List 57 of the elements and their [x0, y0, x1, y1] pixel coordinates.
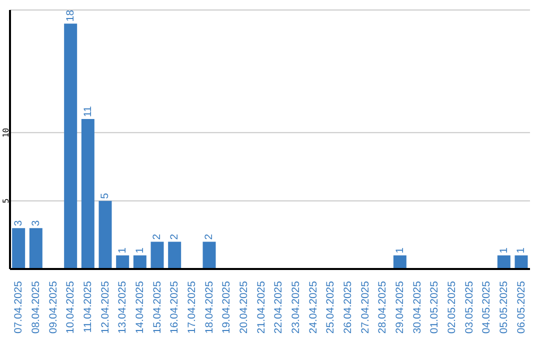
x-tick-label: 09.04.2025: [47, 280, 60, 334]
data-label: 5: [99, 192, 112, 199]
bar: [393, 255, 406, 269]
data-label: 1: [394, 247, 406, 254]
x-tick-label: 01.05.2025: [428, 280, 441, 334]
bar: [64, 24, 78, 269]
data-label: 3: [12, 220, 25, 226]
x-tick-label: 19.04.2025: [220, 280, 233, 334]
data-label: 3: [30, 220, 42, 226]
x-tick-label: 22.04.2025: [272, 280, 285, 334]
data-label: 1: [515, 247, 528, 254]
x-tick-label: 07.04.2025: [12, 280, 25, 334]
x-tick-label: 11.04.2025: [82, 280, 94, 333]
bar: [168, 242, 182, 269]
data-label: 2: [168, 234, 181, 240]
x-tick-label: 25.04.2025: [324, 280, 337, 334]
x-tick-label: 30.04.2025: [411, 280, 424, 334]
data-label: 1: [498, 247, 510, 254]
bar: [116, 255, 130, 269]
data-label: 18: [64, 10, 77, 22]
data-label: 2: [203, 234, 216, 240]
x-tick-label: 13.04.2025: [116, 280, 129, 334]
x-tick-label: 24.04.2025: [307, 280, 320, 334]
x-tick-label: 21.04.2025: [255, 280, 268, 334]
x-tick-label: 15.04.2025: [151, 280, 164, 334]
x-tick-label: 16.04.2025: [168, 280, 181, 334]
x-tick-label: 27.04.2025: [359, 280, 372, 334]
x-tick-label: 29.04.2025: [394, 280, 406, 334]
bar: [29, 228, 42, 269]
bar: [202, 242, 216, 269]
x-tick-label: 17.04.2025: [186, 280, 198, 334]
bar: [12, 228, 26, 269]
x-tick-label: 06.05.2025: [515, 280, 528, 334]
x-tick-label: 02.05.2025: [446, 280, 458, 334]
bar: [98, 200, 112, 269]
x-tick-label: 14.04.2025: [134, 280, 146, 334]
bar: [81, 119, 94, 269]
x-tick-label: 20.04.2025: [238, 280, 250, 334]
bar: [150, 242, 164, 269]
x-tick-label: 08.04.2025: [30, 280, 42, 334]
x-tick-label: 05.05.2025: [498, 280, 510, 334]
data-label: 1: [134, 247, 146, 254]
x-tick-label: 28.04.2025: [376, 280, 389, 334]
x-tick-label: 12.04.2025: [99, 280, 112, 334]
data-label: 11: [82, 106, 94, 118]
x-tick-label: 10.04.2025: [64, 280, 77, 334]
x-tick-label: 18.04.2025: [203, 280, 216, 334]
bar: [133, 255, 146, 269]
x-tick-label: 04.05.2025: [480, 280, 493, 334]
data-label: 1: [116, 247, 129, 254]
bar: [514, 255, 528, 269]
x-tick-label: 23.04.2025: [290, 280, 302, 334]
data-label: 2: [151, 234, 164, 240]
x-tick-label: 26.04.2025: [342, 280, 354, 334]
bar: [497, 255, 510, 269]
x-tick-label: 03.05.2025: [463, 280, 476, 334]
y-tick-label: 10: [2, 128, 10, 138]
